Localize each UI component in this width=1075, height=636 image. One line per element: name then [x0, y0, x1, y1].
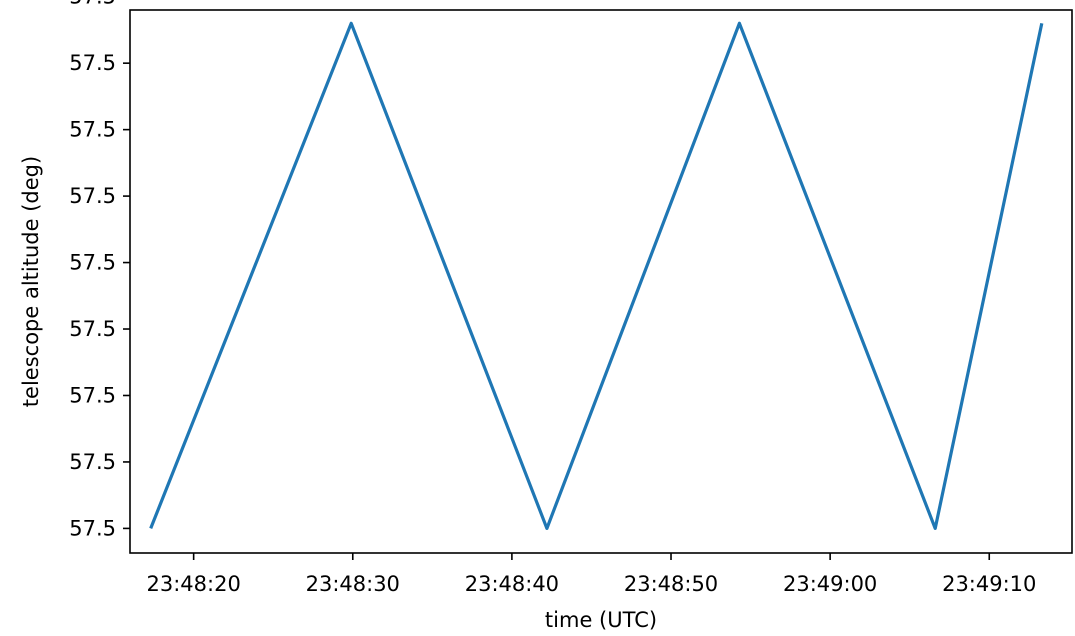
y-tick-label: 57.5 [69, 450, 116, 474]
plot-frame [129, 9, 1073, 554]
series-layer [149, 21, 1044, 531]
x-tick-label: 23:48:50 [624, 572, 718, 596]
y-axis-label: telescope altitude (deg) [19, 156, 43, 407]
y-tick-label: 57.5 [69, 383, 116, 407]
y-tick-label: 57.5 [69, 184, 116, 208]
x-tick-label: 23:48:30 [306, 572, 400, 596]
series-line [149, 21, 1044, 531]
x-tick-label: 23:49:10 [942, 572, 1036, 596]
x-tick-label: 23:49:00 [783, 572, 877, 596]
y-tick-label: 57.5 [69, 516, 116, 540]
x-tick-label: 23:48:40 [465, 572, 559, 596]
x-axis-label: time (UTC) [545, 608, 657, 632]
y-tick-label: 57.5 [69, 51, 116, 75]
x-axis-ticks: 23:48:20 23:48:30 23:48:40 23:48:50 23:49:00… [146, 553, 1036, 596]
y-tick-label: 57.5 [69, 317, 116, 341]
y-tick-label: 57.5 [69, 251, 116, 275]
x-tick-label: 23:48:20 [146, 572, 240, 596]
y-tick-label: 57.5 [69, 0, 116, 9]
y-tick-label: 57.5 [69, 118, 116, 142]
y-axis-ticks: 57.5 57.5 57.5 57.5 57.5 57.5 57.5 57.5 57.5 [69, 0, 130, 540]
